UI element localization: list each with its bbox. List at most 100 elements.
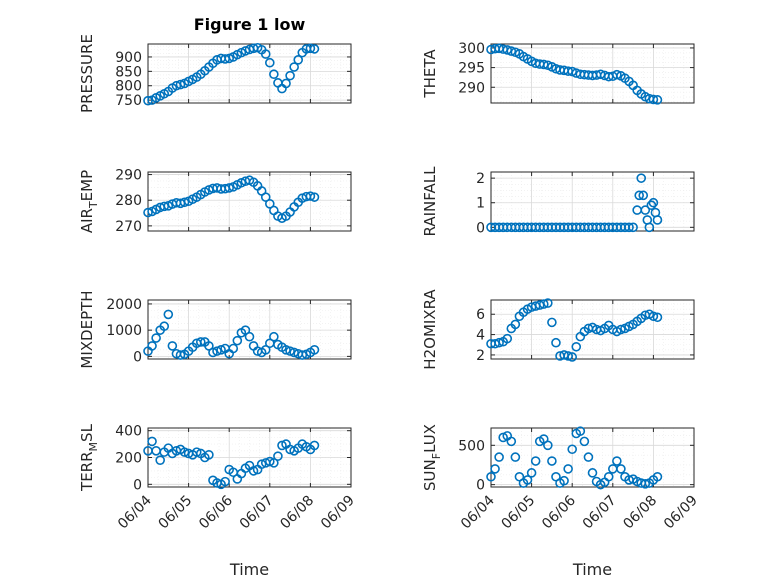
data-point (494, 337, 504, 348)
data-point (175, 350, 186, 360)
data-point (648, 197, 659, 208)
data-point (583, 452, 594, 462)
y-tick-label: 300 (458, 41, 485, 57)
y-axis-label: MIXDEPTH (78, 290, 96, 368)
data-point (543, 298, 553, 308)
data-markers (143, 42, 320, 106)
y-tick-label: 900 (115, 50, 142, 66)
data-point (640, 205, 651, 215)
y-axis-label: H2OMIXRA (421, 289, 439, 370)
data-point (285, 346, 295, 356)
data-point (309, 345, 320, 355)
data-point (486, 471, 496, 482)
data-point (538, 299, 549, 309)
y-tick-label: 295 (458, 61, 485, 77)
axes-box (147, 171, 352, 232)
data-point (612, 69, 622, 80)
data-point (579, 436, 590, 447)
data-point (652, 312, 663, 323)
data-markers (143, 436, 320, 490)
data-point (305, 43, 316, 54)
data-point (646, 200, 657, 210)
data-point (510, 452, 521, 462)
y-tick-label: 2 (476, 348, 485, 364)
data-point (543, 440, 553, 451)
y-tick-label: 400 (115, 424, 142, 440)
y-tick-label: 800 (115, 79, 142, 95)
data-point (179, 197, 190, 208)
y-axis-label: AIRTEMP (78, 170, 100, 233)
x-axis-label-right: Time (572, 560, 612, 579)
data-point (269, 69, 279, 80)
y-tick-label: 270 (115, 219, 142, 235)
plot-area (490, 171, 695, 232)
y-tick-label: 0 (476, 478, 485, 494)
data-markers (143, 175, 320, 223)
data-point (175, 79, 186, 90)
data-point (551, 337, 561, 348)
data-point (506, 436, 517, 447)
data-point (571, 341, 582, 352)
data-point (277, 440, 287, 451)
data-point (195, 337, 206, 347)
y-tick-label: 0 (476, 220, 485, 236)
axes-box (147, 427, 352, 488)
axes-box (490, 299, 695, 360)
data-point (269, 331, 279, 342)
y-tick-label: 290 (115, 168, 142, 184)
data-point (293, 55, 304, 65)
data-markers (486, 426, 663, 490)
data-point (563, 351, 573, 361)
data-markers (486, 173, 663, 233)
data-point (305, 191, 316, 201)
data-point (309, 192, 320, 202)
y-tick-label: 200 (115, 451, 142, 467)
y-tick-label: 6 (476, 307, 485, 323)
data-point (652, 95, 663, 105)
data-point (273, 451, 283, 461)
data-point (526, 468, 537, 478)
figure-title: Figure 1 low (194, 15, 306, 34)
data-point (490, 464, 500, 474)
axes-box (147, 43, 352, 104)
data-point (224, 53, 234, 64)
data-point (167, 341, 178, 351)
h2omixra-axes: 2 4 6 H2OMIXRA (421, 289, 695, 370)
y-tick-label: 500 (458, 438, 485, 454)
x-tick-label: 06/09 (661, 493, 701, 533)
data-point (652, 471, 663, 482)
y-tick-label: 280 (115, 193, 142, 209)
data-point (155, 455, 165, 465)
axes-box (490, 427, 695, 488)
data-point (264, 57, 275, 68)
data-markers (143, 309, 320, 360)
data-point (147, 341, 157, 351)
data-point (232, 335, 243, 346)
data-point (224, 183, 234, 193)
data-point (143, 95, 153, 106)
data-point (212, 346, 222, 356)
y-tick-label: 0 (133, 349, 142, 365)
data-point (191, 447, 202, 457)
data-point (640, 479, 651, 489)
theta-axes: 290 295 300 THETA (421, 41, 695, 105)
sun-flux-axes: 0 500 SUNFLUX 06/04 06/05 06/06 06/07 06/08 06/0… (421, 424, 701, 532)
major-grid (148, 44, 351, 103)
mixdepth-axes: 0 1000 2000 MIXDEPTH (78, 290, 352, 369)
data-point (567, 444, 578, 455)
data-point (264, 456, 275, 467)
x-tick-label: 06/08 (620, 493, 660, 533)
data-point (220, 476, 230, 487)
y-tick-label: 0 (133, 477, 142, 493)
data-point (244, 331, 255, 342)
x-axis-label-left: Time (229, 560, 269, 579)
data-point (522, 475, 533, 485)
data-point (179, 447, 190, 457)
x-tick-label: 06/06 (539, 492, 579, 532)
data-point (208, 347, 218, 358)
y-tick-label: 1 (476, 196, 485, 212)
y-axis-label: RAINFALL (421, 166, 439, 237)
data-point (510, 319, 521, 330)
data-point (281, 345, 291, 355)
